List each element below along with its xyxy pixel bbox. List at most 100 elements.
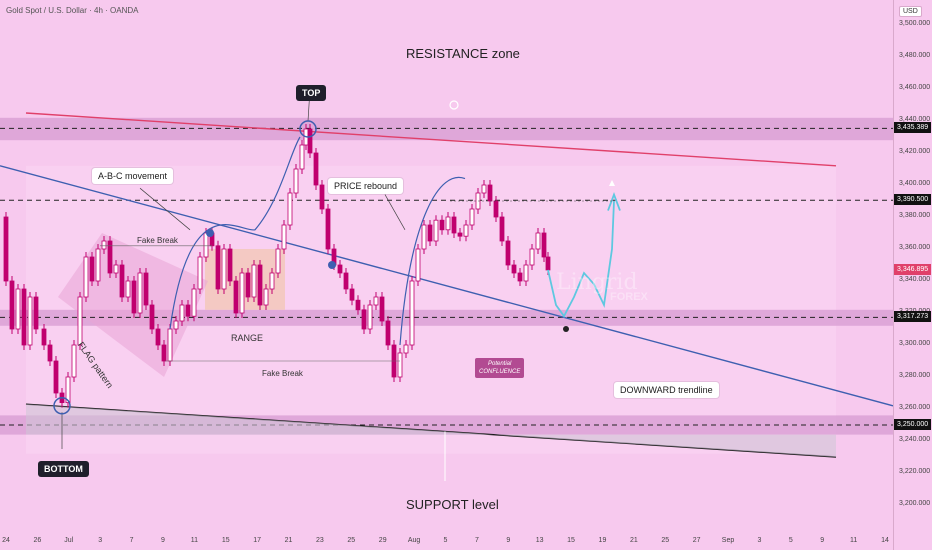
y-tick-12: 3,260.000 xyxy=(899,404,931,411)
x-tick-14: 5 xyxy=(443,537,448,544)
candle-body-62 xyxy=(367,304,373,330)
x-tick-15: 7 xyxy=(474,537,479,544)
candle-body-24 xyxy=(143,272,149,306)
projection-path xyxy=(547,200,615,318)
y-tick-0: 3,500.000 xyxy=(899,20,931,27)
candle-body-88 xyxy=(523,264,529,282)
price-label-3: 3,317.273 xyxy=(894,311,932,323)
candle-body-46 xyxy=(275,248,281,274)
candle-body-81 xyxy=(481,184,487,194)
x-tick-7: 15 xyxy=(221,537,230,544)
fake-break-label-lower: Fake Break xyxy=(262,369,303,378)
resistance-zone-title: RESISTANCE zone xyxy=(406,46,520,61)
candle-body-50 xyxy=(299,144,305,170)
candle-body-52 xyxy=(307,128,313,154)
candle-body-4 xyxy=(21,288,27,346)
candle-body-36 xyxy=(215,245,221,290)
trendline-downward xyxy=(0,165,894,407)
target-star xyxy=(609,180,615,186)
x-tick-18: 15 xyxy=(567,537,575,544)
candle-body-77 xyxy=(457,232,463,237)
candle-body-1 xyxy=(3,216,9,282)
candle-body-57 xyxy=(337,264,343,274)
candle-body-26 xyxy=(155,328,161,346)
candle-body-48 xyxy=(287,192,293,226)
candle-body-90 xyxy=(535,232,541,250)
y-tick-3: 3,440.000 xyxy=(899,116,931,123)
candle-body-18 xyxy=(107,240,113,274)
candle-body-40 xyxy=(239,272,245,314)
price-label-1: 3,390.500 xyxy=(894,194,932,206)
watermark-sub: FOREX xyxy=(610,291,648,303)
x-tick-10: 23 xyxy=(316,537,324,544)
x-tick-23: Sep xyxy=(721,537,735,544)
candle-body-27 xyxy=(161,344,167,362)
watermark: Lingrid xyxy=(556,270,638,295)
candle-body-33 xyxy=(197,256,203,290)
candle-body-86 xyxy=(511,264,517,274)
candle-body-73 xyxy=(433,219,439,242)
candle-body-76 xyxy=(451,216,457,234)
candle-body-91 xyxy=(541,232,547,258)
x-tick-16: 9 xyxy=(506,537,511,544)
candle-body-11 xyxy=(65,376,71,404)
candle-body-29 xyxy=(173,320,179,330)
x-tick-11: 25 xyxy=(347,537,356,544)
candle-body-74 xyxy=(439,219,445,231)
candle-body-31 xyxy=(185,304,191,317)
candle-body-67 xyxy=(397,352,403,378)
y-tick-8: 3,340.000 xyxy=(899,276,931,283)
confluence-line-1: Potential xyxy=(487,361,512,367)
candle-body-28 xyxy=(167,328,173,362)
x-tick-12: 29 xyxy=(378,537,387,544)
candle-body-19 xyxy=(113,264,119,274)
candle-body-32 xyxy=(191,288,197,317)
abc-pointer xyxy=(139,187,191,231)
candle-body-69 xyxy=(409,280,415,346)
x-tick-20: 21 xyxy=(629,537,638,544)
candle-body-43 xyxy=(257,264,263,306)
abc-movement-label: A-B-C movement xyxy=(92,168,174,184)
x-tick-19: 19 xyxy=(598,537,607,544)
candle-body-79 xyxy=(469,208,475,226)
y-tick-7: 3,360.000 xyxy=(899,244,931,251)
currency-badge[interactable]: USD xyxy=(899,6,922,17)
x-tick-1: 26 xyxy=(33,537,42,544)
y-tick-13: 3,240.000 xyxy=(899,436,931,443)
x-tick-21: 25 xyxy=(661,537,670,544)
candle-body-30 xyxy=(179,304,185,322)
abc-curve xyxy=(169,136,301,330)
candle-body-37 xyxy=(221,248,227,290)
price-label-4: 3,250.000 xyxy=(894,419,932,430)
candle-body-75 xyxy=(445,216,451,231)
x-tick-28: 14 xyxy=(881,537,889,544)
candle-body-23 xyxy=(137,272,143,314)
x-tick-17: 13 xyxy=(535,537,544,544)
x-tick-26: 9 xyxy=(820,537,825,544)
price-axis[interactable] xyxy=(893,0,932,550)
x-tick-5: 9 xyxy=(161,537,165,544)
projection-arrow xyxy=(607,192,621,211)
candle-body-47 xyxy=(281,224,287,250)
candle-body-78 xyxy=(463,224,469,237)
candle-body-22 xyxy=(131,280,137,314)
candle-body-61 xyxy=(361,309,367,330)
y-tick-11: 3,280.000 xyxy=(899,372,931,379)
price-label-2: 3,346.895 xyxy=(894,263,932,275)
candle-body-60 xyxy=(355,299,361,311)
y-tick-5: 3,400.000 xyxy=(899,180,931,187)
candle-body-64 xyxy=(379,296,385,322)
y-tick-14: 3,220.000 xyxy=(899,468,931,475)
candle-body-42 xyxy=(251,264,257,298)
candle-body-9 xyxy=(53,360,59,394)
x-tick-27: 11 xyxy=(849,537,858,544)
downward-trendline-label: DOWNWARD trendline xyxy=(614,382,719,398)
candle-body-58 xyxy=(343,272,349,290)
range-label: RANGE xyxy=(231,333,264,343)
candle-body-53 xyxy=(313,152,319,186)
rebound-pointer xyxy=(384,194,406,230)
alert-marker xyxy=(449,100,459,110)
candle-body-34 xyxy=(203,232,209,258)
